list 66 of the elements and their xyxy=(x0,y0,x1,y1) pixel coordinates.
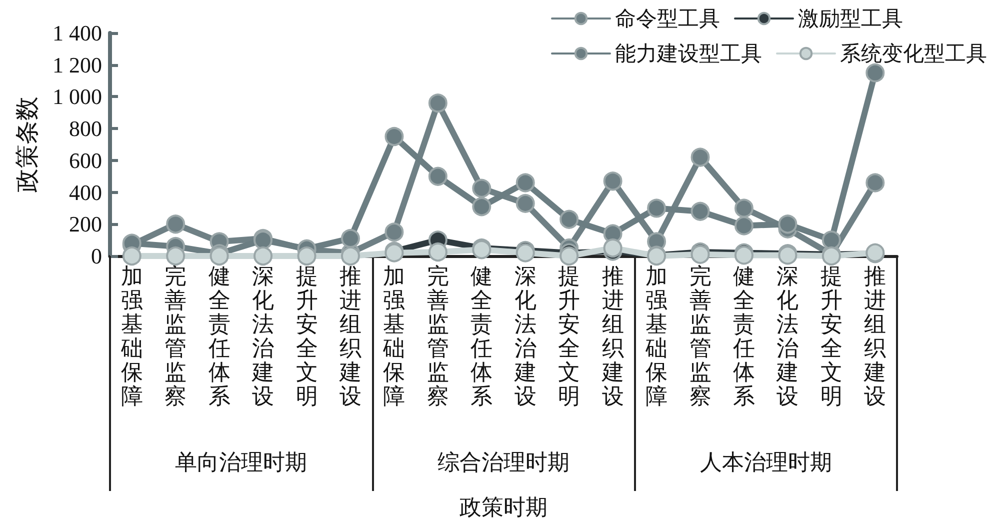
x-tick-label: 深化法治建设 xyxy=(776,264,799,408)
point xyxy=(340,228,360,248)
point xyxy=(384,222,404,242)
text: 综合治理时期 xyxy=(438,450,570,474)
x-tick-label: 加强基础保障 xyxy=(382,264,406,408)
point xyxy=(166,214,186,234)
y-tick-label: 400 xyxy=(69,180,102,205)
point xyxy=(734,198,754,218)
text: 人本治理时期 xyxy=(700,450,832,474)
x-tick-label: 推进组织建设 xyxy=(600,264,624,408)
x-axis-title: 政策时期 xyxy=(460,494,548,520)
point xyxy=(603,238,622,258)
x-tick-label: 提升安全文明 xyxy=(820,264,842,408)
legend-label: 命令型工具 xyxy=(615,6,720,30)
y-tick-label: 1 400 xyxy=(52,20,102,46)
point xyxy=(734,216,754,236)
y-tick-label: 200 xyxy=(69,212,102,237)
x-tick-label: 提升安全文明 xyxy=(296,264,318,408)
point xyxy=(428,94,448,113)
point xyxy=(516,194,535,213)
point xyxy=(866,63,885,82)
y-axis-title: 政策条数 xyxy=(15,96,41,192)
x-tick-label: 健全责任体系 xyxy=(470,264,493,408)
x-tick-label: 健全责任体系 xyxy=(732,264,755,408)
point xyxy=(603,172,622,191)
y-tick-label: 1 200 xyxy=(52,52,102,78)
x-tick-label: 健全责任体系 xyxy=(207,264,230,408)
x-tick-label: 推进组织建设 xyxy=(863,264,886,408)
point xyxy=(384,127,404,146)
point xyxy=(690,148,710,167)
x-tick-label: 完善监管监察 xyxy=(426,264,449,408)
point xyxy=(734,246,754,265)
point xyxy=(560,210,579,229)
x-tick-label: 加强基础保障 xyxy=(120,264,143,408)
point xyxy=(690,202,710,221)
point xyxy=(428,242,448,262)
x-tick-label: 加强基础保障 xyxy=(644,264,668,408)
x-tick-label: 推进组织建设 xyxy=(338,264,362,408)
point xyxy=(560,246,579,266)
y-tick-label: 1 000 xyxy=(52,84,102,110)
point xyxy=(122,246,142,266)
point xyxy=(778,214,798,234)
point xyxy=(472,178,492,198)
x-tick-label: 完善监管监察 xyxy=(164,264,187,408)
legend-label: 系统变化型工具 xyxy=(840,42,987,66)
point xyxy=(210,246,229,266)
legend-label: 能力建设型工具 xyxy=(615,42,762,66)
point xyxy=(428,166,448,186)
point xyxy=(516,173,535,192)
point xyxy=(166,246,186,266)
y-tick-label: 800 xyxy=(69,116,102,142)
point xyxy=(254,246,273,266)
legend-label: 激励型工具 xyxy=(798,6,903,30)
point xyxy=(472,197,492,216)
x-tick-label: 提升安全文明 xyxy=(558,264,580,408)
point xyxy=(340,246,360,266)
y-tick-label: 0 xyxy=(91,244,102,268)
y-tick-label: 600 xyxy=(69,148,102,173)
point xyxy=(297,246,316,266)
point xyxy=(647,198,666,218)
x-tick-label: 完善监管监察 xyxy=(689,264,712,408)
x-tick-label: 深化法治建设 xyxy=(251,264,274,408)
text: 单向治理时期 xyxy=(175,450,308,474)
point xyxy=(516,243,535,262)
x-tick-label: 深化法治建设 xyxy=(513,264,536,408)
point xyxy=(866,173,885,192)
